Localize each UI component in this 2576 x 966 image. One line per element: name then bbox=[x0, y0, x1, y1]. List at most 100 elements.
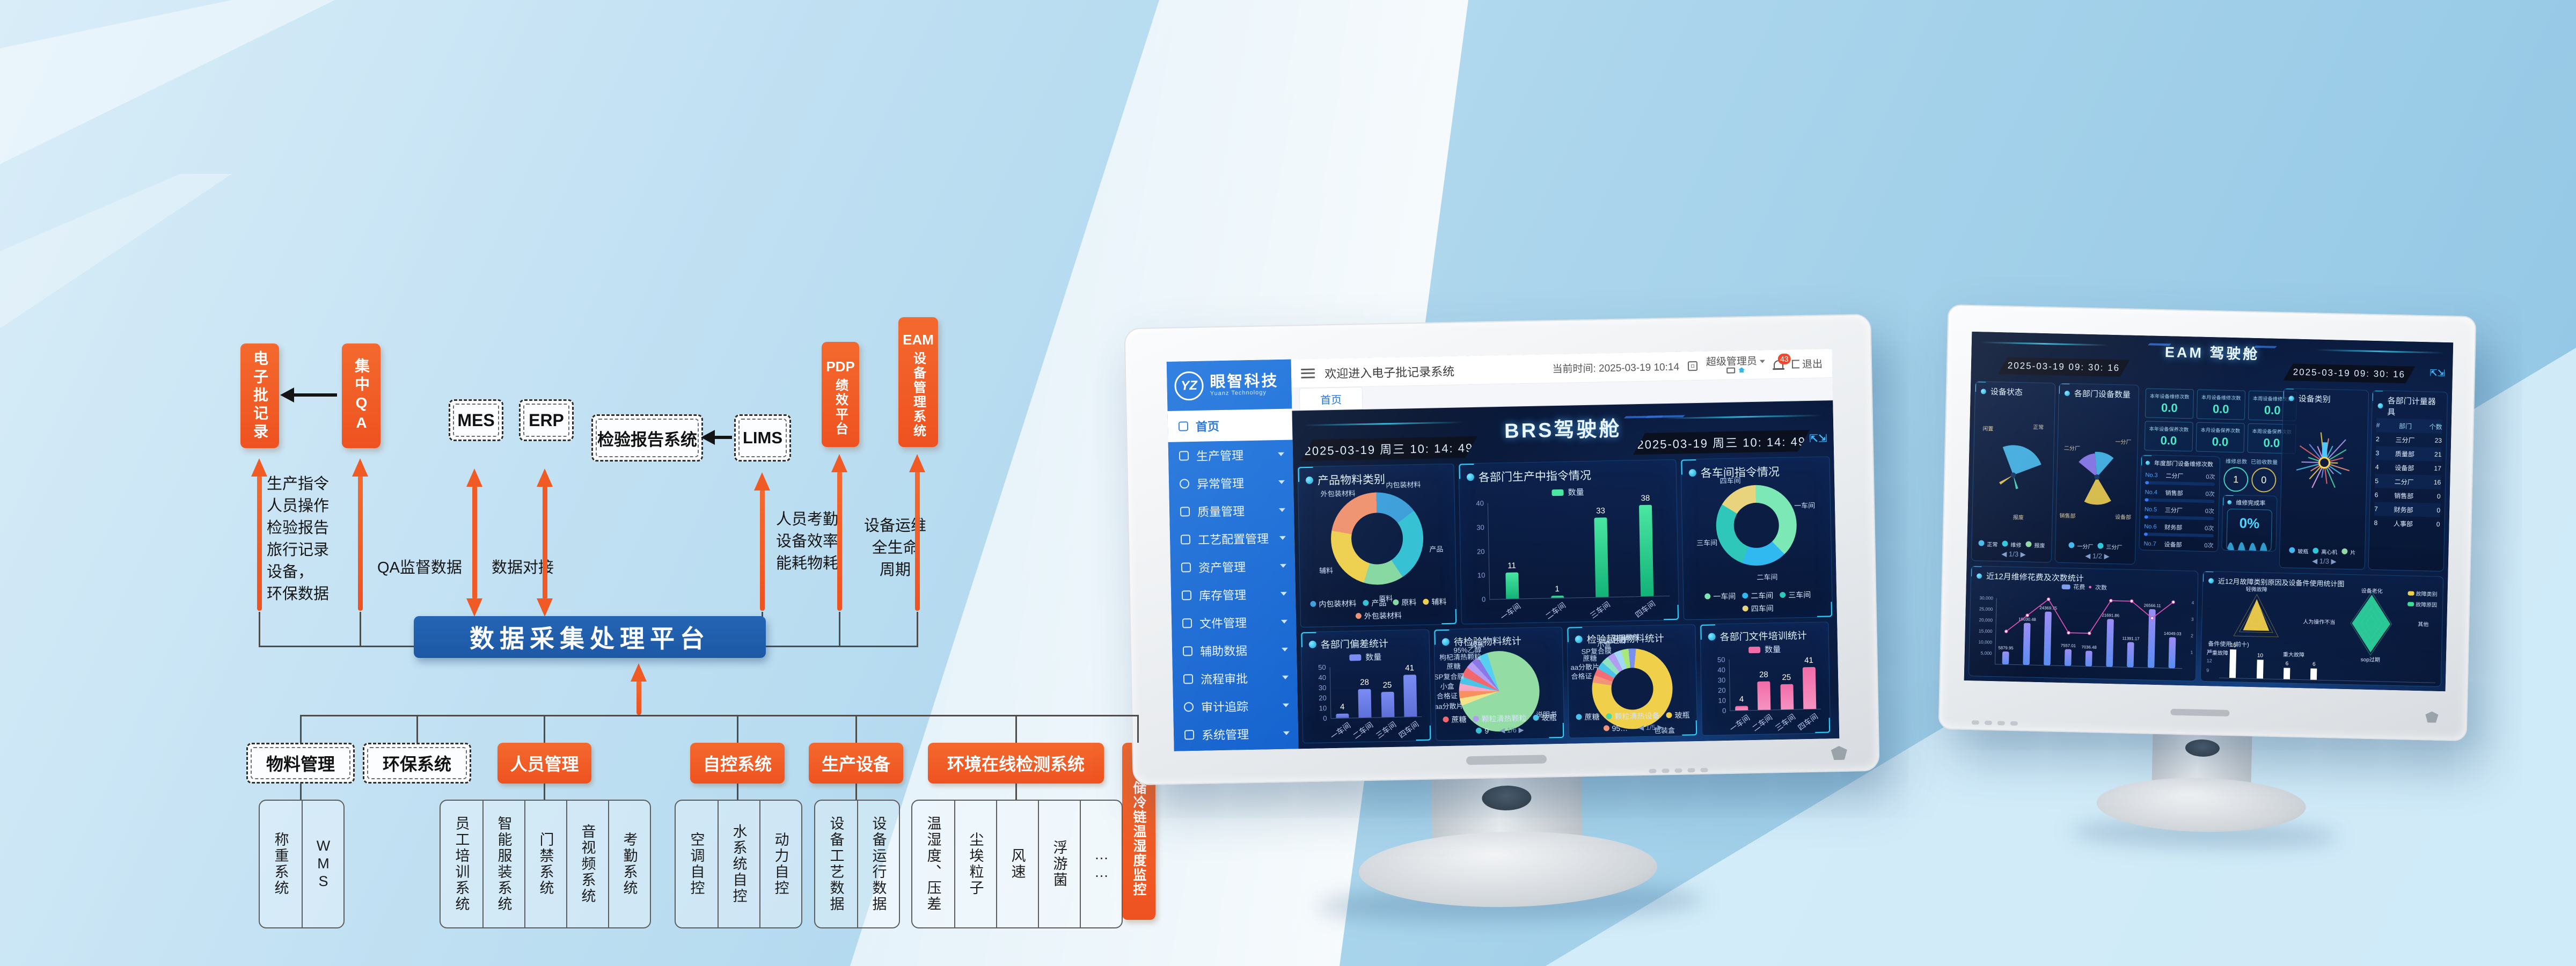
bar-chart: 数量 0 10 20 30 40 50 4 一车间 28 二车间 25 三车间 41 四车间 bbox=[1301, 649, 1431, 743]
datetime-left: 2025-03-19 09: 30: 16 bbox=[1998, 357, 2130, 377]
chart-icon bbox=[2208, 577, 2214, 583]
sidebar: YZ 眼智科技 Yuanz Technology 首页 生产管理 异常管理 质量… bbox=[1166, 359, 1299, 751]
svg-text:7036.48: 7036.48 bbox=[2081, 645, 2097, 650]
total-circles: 维修总数 1 已验收数量 0 bbox=[2223, 457, 2278, 493]
panel-dept-device-count: 各部门设备数量 二分厂 一分厂 销售部 设备部 一分厂 三分厂 ◀ 1/2 ▶ bbox=[2054, 383, 2140, 565]
monitor-buttons[interactable] bbox=[1971, 720, 2018, 726]
bar bbox=[1403, 675, 1417, 717]
stat-tile: 本月设备保养次数 0.0 bbox=[2196, 422, 2245, 453]
bar bbox=[1757, 681, 1771, 710]
sidebar-item-quality[interactable]: 质量管理 bbox=[1169, 495, 1294, 525]
chart-icon bbox=[1308, 640, 1316, 648]
approval-icon bbox=[1183, 674, 1194, 684]
logout-icon bbox=[1791, 359, 1800, 369]
svg-text:25,000: 25,000 bbox=[1979, 606, 1993, 612]
svg-text:24369.75: 24369.75 bbox=[2039, 605, 2057, 611]
bar bbox=[1639, 504, 1654, 597]
dashboard-fullscreen-icon[interactable]: ⇱⇲ bbox=[2429, 368, 2446, 379]
chart-legend: 玻瓶 离心机片 ◀ 1/3 ▶ bbox=[2283, 546, 2362, 566]
datetime-right: 2025-03-19 09: 30: 16 bbox=[2284, 363, 2416, 384]
label-lims-data: 人员考勤 设备效率 能耗物耗 bbox=[776, 511, 839, 572]
menu-toggle-icon[interactable] bbox=[1300, 368, 1315, 378]
exception-icon bbox=[1179, 479, 1190, 489]
label-ebr-data: 生产指令 人员操作 检验报告 旅行记录 设备， 环保数据 bbox=[267, 475, 330, 603]
fullscreen-icon[interactable] bbox=[1687, 361, 1698, 371]
chevron-down-icon bbox=[1277, 452, 1285, 460]
repair-rank-list: No.3 二分厂 0次 No.4 销售部 0次 No.5 三分厂 0次 No.6 财务部 0次 No.7… bbox=[2139, 471, 2219, 552]
sidebar-item-home[interactable]: 首页 bbox=[1167, 408, 1293, 442]
legend-pagination[interactable]: ◀ 1/2 ▶ bbox=[2085, 551, 2110, 560]
svg-text:14049.03: 14049.03 bbox=[2164, 631, 2182, 636]
production-icon bbox=[1179, 451, 1189, 461]
panel-completion: 维修完成率 0% bbox=[2221, 494, 2278, 552]
chart-icon bbox=[1977, 573, 1982, 579]
arrow-qa-to-ebr bbox=[280, 387, 337, 402]
tab-home[interactable]: 首页 bbox=[1299, 386, 1363, 411]
screen-icon[interactable] bbox=[1726, 367, 1736, 374]
chart-icon bbox=[1466, 473, 1475, 481]
sidebar-item-files[interactable]: 文件管理 bbox=[1172, 607, 1297, 637]
table-row: 8 人事部 0 bbox=[2374, 519, 2440, 528]
cat-env-monitor: 环境在线检测系统 bbox=[928, 743, 1104, 784]
slice-label: 辅料 bbox=[1319, 566, 1334, 575]
logout-button[interactable]: 退出 bbox=[1791, 356, 1823, 371]
bar-chart: 数量 0 10 20 30 40 50 4 一车间 28 二车间 25 三车间 41 四车间 bbox=[1701, 641, 1830, 735]
sidebar-item-inventory[interactable]: 库存管理 bbox=[1171, 579, 1296, 609]
node-lims: LIMS bbox=[734, 414, 791, 462]
legend-pagination[interactable]: ◀ 1/3 ▶ bbox=[2312, 557, 2337, 566]
table-row: 2 三分厂 23 bbox=[2375, 435, 2442, 444]
chart-legend: 正常 维修 报废 ◀ 1/3 ▶ bbox=[1975, 539, 2048, 559]
monitor-buttons[interactable] bbox=[1649, 767, 1708, 773]
legend-pagination[interactable]: ◀ 1/3 ▶ bbox=[2001, 550, 2026, 559]
sidebar-item-assets[interactable]: 资产管理 bbox=[1170, 551, 1296, 581]
slice-label: SP复合膜 bbox=[1433, 672, 1465, 682]
sidebar-item-auxdata[interactable]: 辅助数据 bbox=[1172, 635, 1297, 665]
children-equipment: 设备工艺数据 设备运行数据 bbox=[814, 800, 900, 928]
arrow-up-platform bbox=[631, 663, 647, 715]
sidebar-item-process-config[interactable]: 工艺配置管理 bbox=[1170, 523, 1295, 553]
node-eam: EAM 设备管理系统 bbox=[898, 317, 938, 447]
slice-label: aa分散片 bbox=[1434, 701, 1463, 711]
slice-label: 外包装材料 bbox=[1320, 489, 1356, 498]
home-icon[interactable] bbox=[1738, 367, 1745, 372]
spare-parts-chart: 备件使用 (前十) 15 12 9 15 10 6 6 bbox=[2201, 639, 2442, 684]
sidebar-item-exception[interactable]: 异常管理 bbox=[1169, 467, 1294, 497]
node-erp: ERP bbox=[519, 399, 574, 441]
dashboard-fullscreen-icon[interactable]: ⇱⇲ bbox=[1809, 433, 1827, 445]
slice-label: 蔗糖 bbox=[1446, 662, 1461, 671]
auxdata-icon bbox=[1182, 646, 1193, 656]
cat-material: 物料管理 bbox=[246, 743, 355, 784]
rose-chart: 二分厂 一分厂 销售部 设备部 一分厂 三分厂 ◀ 1/2 ▶ bbox=[2055, 398, 2139, 564]
logo-icon: YZ bbox=[1174, 371, 1204, 401]
brs-dashboard: BRS驾驶舱 2025-03-19 周三 10: 14: 49 2025-03-… bbox=[1292, 400, 1840, 749]
legend-pagination[interactable]: ◀ 1/5 ▶ bbox=[1638, 723, 1663, 732]
datetime-right: 2025-03-19 周三 10: 14: 49 bbox=[1633, 430, 1810, 455]
current-time: 当前时间: 2025-03-19 10:14 bbox=[1552, 361, 1680, 376]
sidebar-item-audit[interactable]: 审计追踪 bbox=[1173, 691, 1298, 721]
notification-badge: 43 bbox=[1777, 353, 1791, 365]
bar bbox=[1735, 706, 1748, 711]
monitor-screen: YZ 眼智科技 Yuanz Technology 首页 生产管理 异常管理 质量… bbox=[1166, 349, 1840, 751]
stat-tile: 本年设备保养次数 0.0 bbox=[2144, 421, 2193, 452]
logo-title: 眼智科技 bbox=[1210, 372, 1279, 391]
legend-pagination[interactable]: ◀ 1/6 ▶ bbox=[1499, 726, 1524, 735]
user-menu[interactable]: 超级管理员 bbox=[1706, 356, 1766, 374]
burst-chart: 玻瓶 离心机片 ◀ 1/3 ▶ bbox=[2280, 402, 2368, 569]
notifications[interactable]: 43 bbox=[1773, 353, 1791, 369]
audit-icon bbox=[1183, 702, 1194, 712]
chart-card-deviation: 各部门偏差统计 数量 0 10 20 30 40 50 4 一车间 28 二车间 25 三车间 41 四车间 bbox=[1300, 629, 1432, 744]
sidebar-item-approval[interactable]: 流程审批 bbox=[1173, 663, 1298, 693]
assets-icon bbox=[1181, 562, 1191, 573]
rose-plot: 闲置 正常 报废 bbox=[1982, 425, 2044, 521]
label-pdp-data: 设备运维 全生命 周期 bbox=[863, 517, 926, 579]
welcome-text: 欢迎进入电子批记录系统 bbox=[1324, 364, 1455, 380]
chevron-down-icon bbox=[1282, 675, 1289, 683]
chevron-down-icon bbox=[1282, 703, 1290, 711]
panel-fault-stats: 近12月故障类别原因及设备件使用统计图 故障类别 故障原因 轻微故障 严重故障 重大故… bbox=[2200, 570, 2444, 687]
chevron-down-icon bbox=[1283, 731, 1290, 738]
plot-area: 0 10 20 30 40 11 一车间 1 二车间 33 三车间 38 四车间 bbox=[1476, 494, 1670, 622]
sidebar-item-system[interactable]: 系统管理 bbox=[1174, 719, 1299, 749]
chart-icon bbox=[2145, 460, 2150, 465]
table-row: 5 二分厂 16 bbox=[2375, 474, 2441, 489]
sidebar-item-production[interactable]: 生产管理 bbox=[1168, 440, 1293, 470]
